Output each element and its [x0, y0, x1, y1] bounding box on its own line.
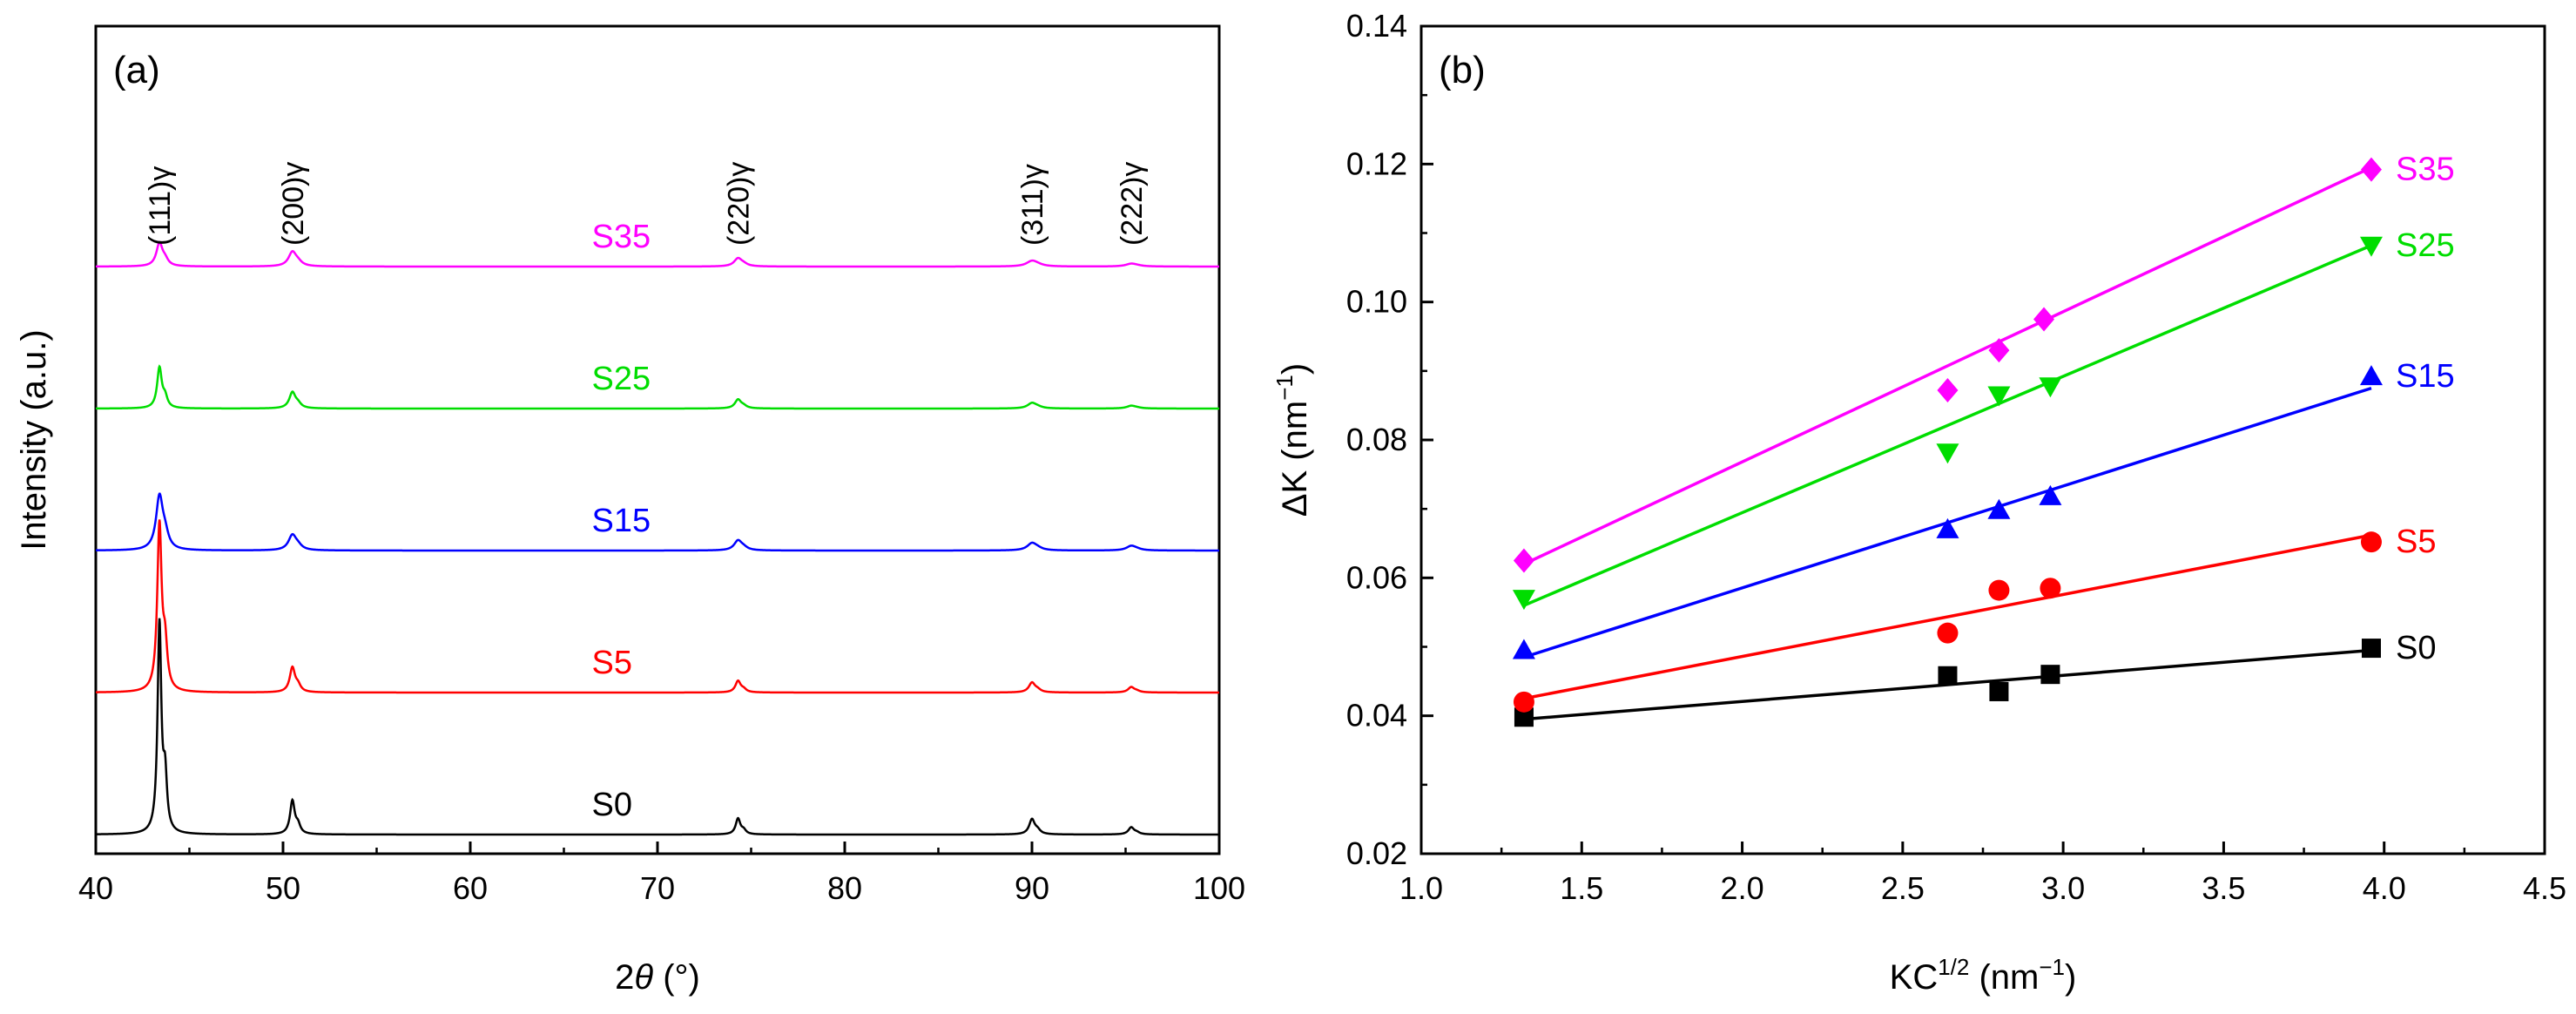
xrd-peak-label: (111)γ: [144, 166, 177, 246]
xrd-panel: (a) S0 S5 S15 S25 S35 (111)γ (200)γ (220)γ (311…: [15, 24, 1245, 997]
xrd-peak-label: (222)γ: [1116, 162, 1149, 246]
wh-point-s25: [1512, 590, 1535, 611]
xrd-peak-label: (311)γ: [1016, 164, 1049, 246]
xrd-series-label-s35: S35: [592, 219, 651, 255]
wh-series-label-group: S0 S5 S15 S25 S35: [2396, 152, 2455, 666]
wh-point-s35: [1988, 338, 2010, 363]
xrd-series-label-group: S0 S5 S15 S25 S35: [592, 219, 651, 823]
wh-point-s35: [2360, 157, 2382, 182]
wh-x-tick-label: 4.0: [2363, 870, 2406, 906]
wh-point-s25: [2359, 236, 2383, 257]
xrd-pattern-s5: [96, 519, 1219, 694]
wh-point-s5: [2040, 578, 2061, 599]
wh-plot-frame: [1419, 24, 2546, 855]
wh-point-s35: [1513, 548, 1534, 573]
wh-x-tick-label: 4.5: [2523, 870, 2566, 906]
wh-x-tick-label: 1.0: [1399, 870, 1443, 906]
xrd-x-tick-label: 40: [78, 870, 113, 906]
xrd-x-tick-group: 40 50 60 70 80 90 100: [78, 842, 1245, 906]
wh-series-label-s5: S5: [2396, 524, 2436, 560]
wh-point-s0: [1989, 681, 2009, 701]
wh-point-s15: [1936, 517, 1959, 538]
wh-fit-line-s25: [1523, 244, 2372, 607]
wh-x-axis-title: KC1/2 (nm−1): [1890, 954, 2077, 997]
xrd-x-tick-label: 60: [453, 870, 488, 906]
wh-point-s0: [1514, 707, 1534, 727]
xrd-x-tick-label: 80: [827, 870, 862, 906]
wh-x-tick-group: 1.0 1.5 2.0 2.5 3.0 3.5 4.0 4.5: [1399, 842, 2566, 906]
xrd-panel-label: (a): [113, 49, 160, 91]
wh-y-tick-label: 0.04: [1346, 698, 1407, 733]
wh-fit-line-s35: [1523, 166, 2372, 566]
xrd-x-tick-label: 50: [266, 870, 300, 906]
wh-point-s0: [1938, 666, 1958, 686]
wh-point-s0: [2361, 639, 2381, 659]
xrd-series-label-s5: S5: [592, 645, 632, 681]
xrd-series-label-s25: S25: [592, 361, 651, 397]
wh-point-s5: [1988, 579, 2010, 601]
xrd-peak-label: (220)γ: [722, 162, 755, 246]
williamson-hall-panel: (b) S0 S5 S15 S25 S35 1.0 1.5 2.0 2.5 3.0 3.5 4.0 4…: [1271, 8, 2566, 997]
wh-series-label-s15: S15: [2396, 358, 2455, 395]
wh-y-tick-label: 0.02: [1346, 835, 1407, 871]
wh-point-s15: [2359, 365, 2383, 386]
xrd-x-tick-label: 90: [1015, 870, 1049, 906]
wh-x-tick-label: 2.5: [1881, 870, 1925, 906]
xrd-series-label-s0: S0: [592, 787, 632, 823]
wh-panel-label: (b): [1439, 49, 1486, 91]
wh-point-s5: [1937, 622, 1959, 644]
wh-point-s15: [1512, 639, 1535, 659]
wh-x-tick-label: 3.0: [2041, 870, 2085, 906]
wh-y-axis-title: ΔK (nm−1): [1271, 363, 1314, 517]
wh-fit-line-s5: [1523, 533, 2372, 700]
xrd-pattern-s35: [96, 240, 1219, 268]
xrd-x-tick-label: 70: [640, 870, 675, 906]
wh-point-s25: [1987, 386, 2011, 407]
wh-y-tick-label: 0.12: [1346, 145, 1407, 181]
wh-series-label-s0: S0: [2396, 630, 2436, 666]
wh-point-s5: [2360, 531, 2382, 553]
xrd-x-tick-label: 100: [1193, 870, 1245, 906]
wh-point-s25: [2039, 377, 2062, 398]
xrd-peak-label-group: (111)γ (200)γ (220)γ (311)γ (222)γ: [144, 162, 1149, 246]
wh-point-s35: [1937, 378, 1959, 402]
xrd-series-label-s15: S15: [592, 503, 651, 539]
wh-point-s5: [1513, 691, 1534, 713]
wh-x-tick-label: 2.0: [1721, 870, 1764, 906]
xrd-x-axis-title: 2θ (°): [615, 958, 700, 997]
wh-y-tick-label: 0.14: [1346, 8, 1407, 44]
wh-y-tick-group: 0.02 0.04 0.06 0.08 0.10 0.12 0.14: [1346, 8, 1433, 871]
wh-point-s25: [1936, 443, 1959, 464]
wh-marker-group: [1512, 157, 2383, 727]
wh-series-label-s25: S25: [2396, 227, 2455, 264]
wh-y-tick-label: 0.06: [1346, 559, 1407, 595]
wh-x-tick-label: 1.5: [1560, 870, 1603, 906]
xrd-pattern-s25: [96, 364, 1219, 410]
xrd-y-axis-title: Intensity (a.u.): [15, 329, 53, 550]
xrd-plot-frame: [94, 24, 1221, 855]
wh-point-s15: [1987, 498, 2011, 519]
xrd-pattern-s15: [96, 492, 1219, 552]
wh-point-s35: [2033, 307, 2055, 332]
wh-series-label-s35: S35: [2396, 152, 2455, 188]
wh-point-s0: [2040, 665, 2060, 685]
xrd-peak-label: (200)γ: [277, 162, 310, 246]
wh-y-tick-label: 0.10: [1346, 284, 1407, 320]
xrd-pattern-s0: [95, 618, 1219, 836]
xrd-series-group: [95, 240, 1219, 836]
wh-point-s15: [2039, 484, 2062, 505]
wh-y-tick-label: 0.08: [1346, 422, 1407, 457]
wh-x-tick-label: 3.5: [2202, 870, 2245, 906]
